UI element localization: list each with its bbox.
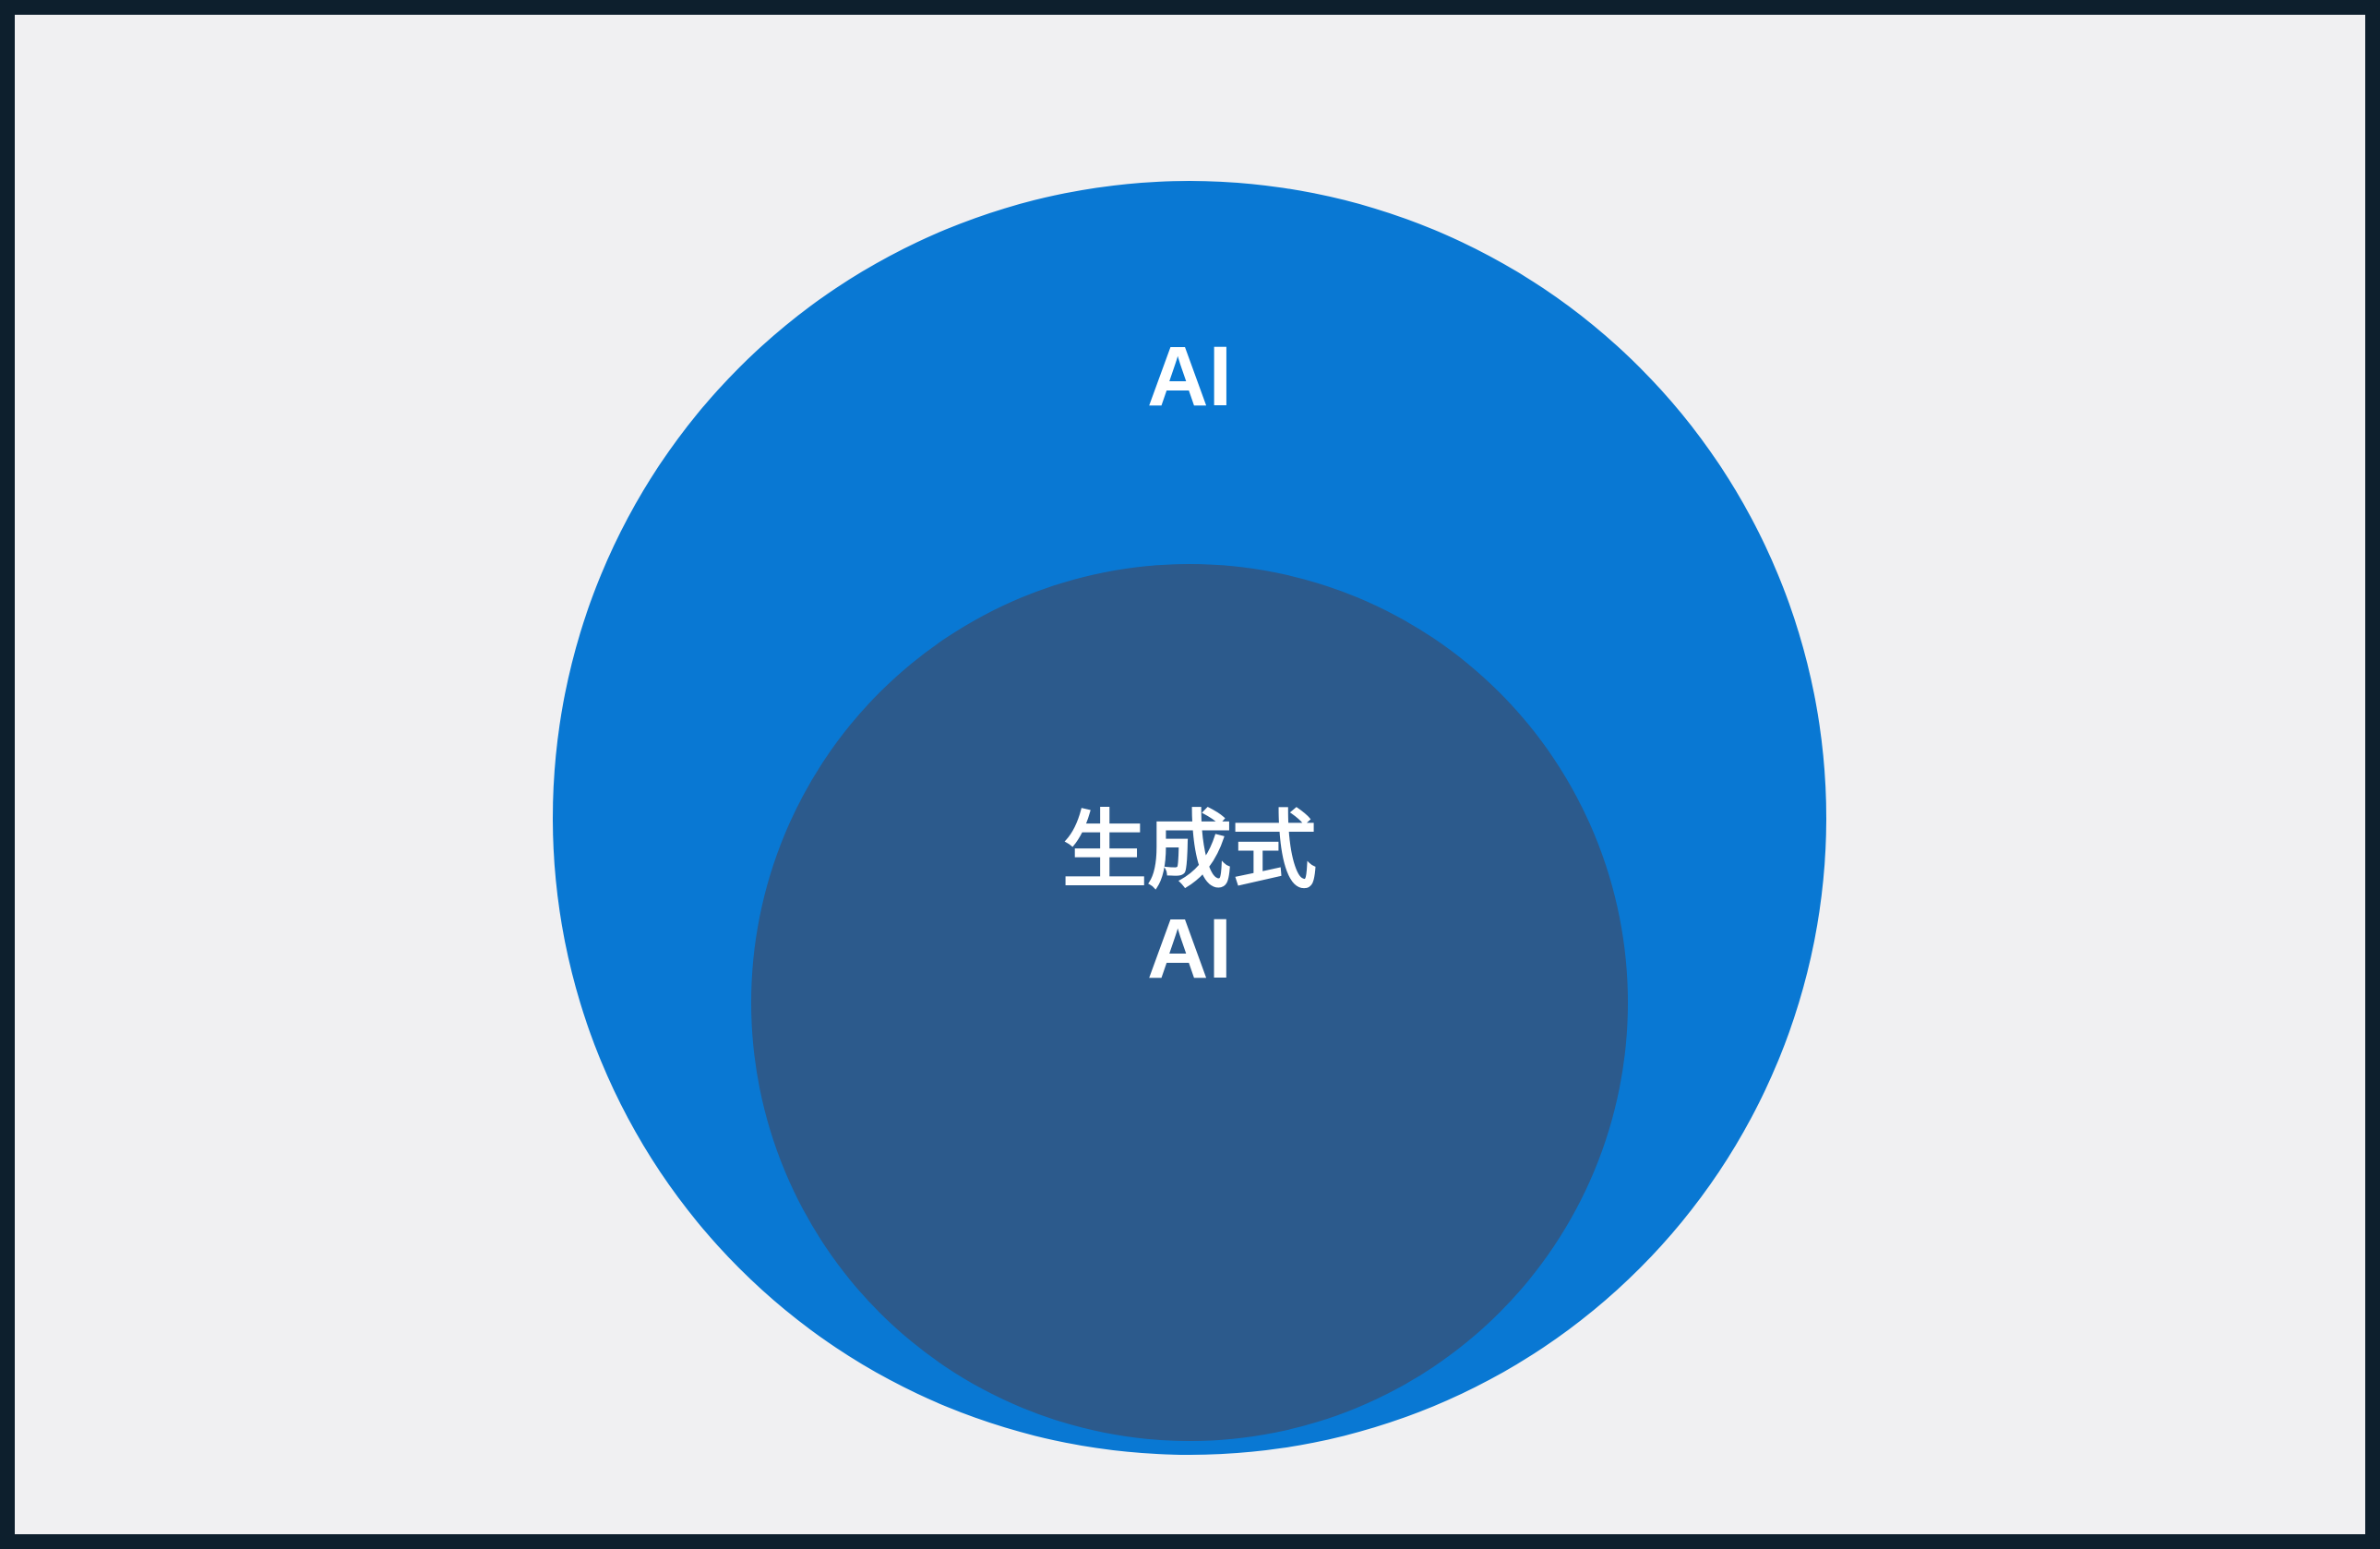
inner-circle-label: 生成式 AI: [1062, 803, 1317, 999]
inner-circle-generative-ai: 生成式 AI: [751, 564, 1628, 1441]
diagram-frame: AI 生成式 AI: [15, 15, 2365, 1534]
inner-label-line2: AI: [1147, 901, 1232, 999]
inner-label-line1: 生成式: [1062, 803, 1317, 901]
outer-circle-label: AI: [1147, 329, 1232, 426]
